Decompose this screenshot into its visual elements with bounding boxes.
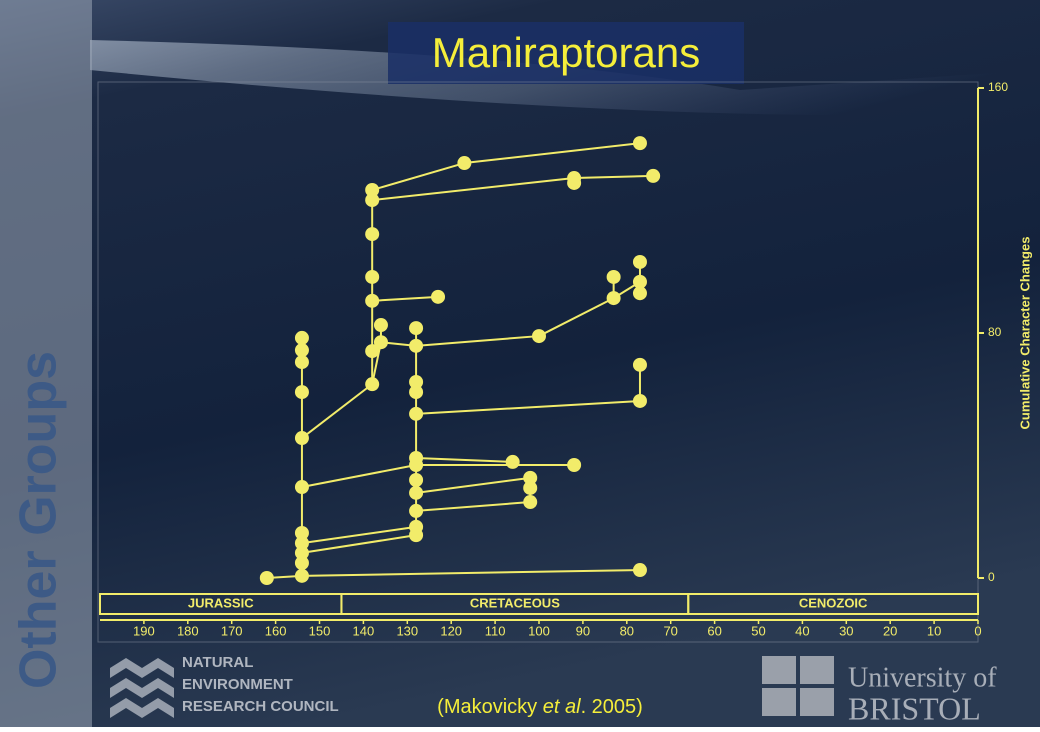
y-tick-label: 80 bbox=[988, 325, 1002, 339]
node bbox=[633, 358, 647, 372]
node bbox=[295, 431, 309, 445]
node bbox=[374, 318, 388, 332]
x-tick-label: 30 bbox=[839, 623, 853, 638]
node bbox=[567, 176, 581, 190]
node bbox=[523, 495, 537, 509]
logo-text: BRISTOL bbox=[848, 690, 981, 726]
node bbox=[409, 375, 423, 389]
node bbox=[365, 183, 379, 197]
node bbox=[646, 169, 660, 183]
period-label: CENOZOIC bbox=[799, 595, 868, 610]
y-tick-label: 0 bbox=[988, 570, 995, 584]
period-label: CRETACEOUS bbox=[470, 595, 560, 610]
period-label: JURASSIC bbox=[188, 595, 254, 610]
node bbox=[431, 290, 445, 304]
node bbox=[409, 520, 423, 534]
x-tick-label: 100 bbox=[528, 623, 550, 638]
node bbox=[409, 451, 423, 465]
node bbox=[567, 458, 581, 472]
x-tick-label: 70 bbox=[663, 623, 677, 638]
node bbox=[295, 526, 309, 540]
citation-text: . 2005) bbox=[581, 696, 643, 718]
y-axis-label: Cumulative Character Changes bbox=[1017, 237, 1032, 430]
x-tick-label: 10 bbox=[927, 623, 941, 638]
x-tick-label: 50 bbox=[751, 623, 765, 638]
x-tick-label: 130 bbox=[396, 623, 418, 638]
node bbox=[506, 455, 520, 469]
logo-text: ENVIRONMENT bbox=[182, 676, 293, 693]
node bbox=[607, 291, 621, 305]
citation-text: et al bbox=[543, 696, 581, 718]
logo-text: NATURAL bbox=[182, 654, 253, 671]
x-tick-label: 40 bbox=[795, 623, 809, 638]
node bbox=[633, 136, 647, 150]
node bbox=[633, 255, 647, 269]
logo-text: RESEARCH COUNCIL bbox=[182, 698, 339, 715]
citation-text: (Makovicky bbox=[437, 696, 543, 718]
node bbox=[532, 329, 546, 343]
node bbox=[295, 569, 309, 583]
node bbox=[295, 343, 309, 357]
node bbox=[633, 563, 647, 577]
x-tick-label: 150 bbox=[309, 623, 331, 638]
node bbox=[409, 486, 423, 500]
x-tick-label: 190 bbox=[133, 623, 155, 638]
node bbox=[365, 227, 379, 241]
node bbox=[633, 394, 647, 408]
node bbox=[365, 377, 379, 391]
node bbox=[409, 339, 423, 353]
x-tick-label: 140 bbox=[353, 623, 375, 638]
node bbox=[295, 355, 309, 369]
node bbox=[523, 481, 537, 495]
x-tick-label: 0 bbox=[974, 623, 981, 638]
node bbox=[295, 331, 309, 345]
node bbox=[409, 407, 423, 421]
node bbox=[365, 270, 379, 284]
node bbox=[260, 571, 274, 585]
x-tick-label: 170 bbox=[221, 623, 243, 638]
x-tick-label: 60 bbox=[707, 623, 721, 638]
node bbox=[409, 504, 423, 518]
x-tick-label: 90 bbox=[576, 623, 590, 638]
node bbox=[409, 473, 423, 487]
node bbox=[633, 286, 647, 300]
x-tick-label: 120 bbox=[440, 623, 462, 638]
node bbox=[457, 156, 471, 170]
x-tick-label: 110 bbox=[485, 623, 506, 638]
node bbox=[295, 480, 309, 494]
x-tick-label: 160 bbox=[265, 623, 287, 638]
node bbox=[607, 270, 621, 284]
node bbox=[295, 385, 309, 399]
y-tick-label: 160 bbox=[988, 80, 1008, 94]
citation: (Makovicky et al. 2005) bbox=[437, 696, 643, 718]
node bbox=[365, 294, 379, 308]
chart-title: Maniraptorans bbox=[432, 29, 700, 76]
x-tick-label: 80 bbox=[620, 623, 634, 638]
x-tick-label: 180 bbox=[177, 623, 199, 638]
side-label: Other Groups bbox=[10, 351, 68, 689]
x-tick-label: 20 bbox=[883, 623, 897, 638]
logo-text: University of bbox=[848, 662, 997, 693]
slide: Other Groups Maniraptorans 0 80 160 Cumulat… bbox=[0, 0, 1040, 727]
node bbox=[374, 335, 388, 349]
node bbox=[409, 321, 423, 335]
